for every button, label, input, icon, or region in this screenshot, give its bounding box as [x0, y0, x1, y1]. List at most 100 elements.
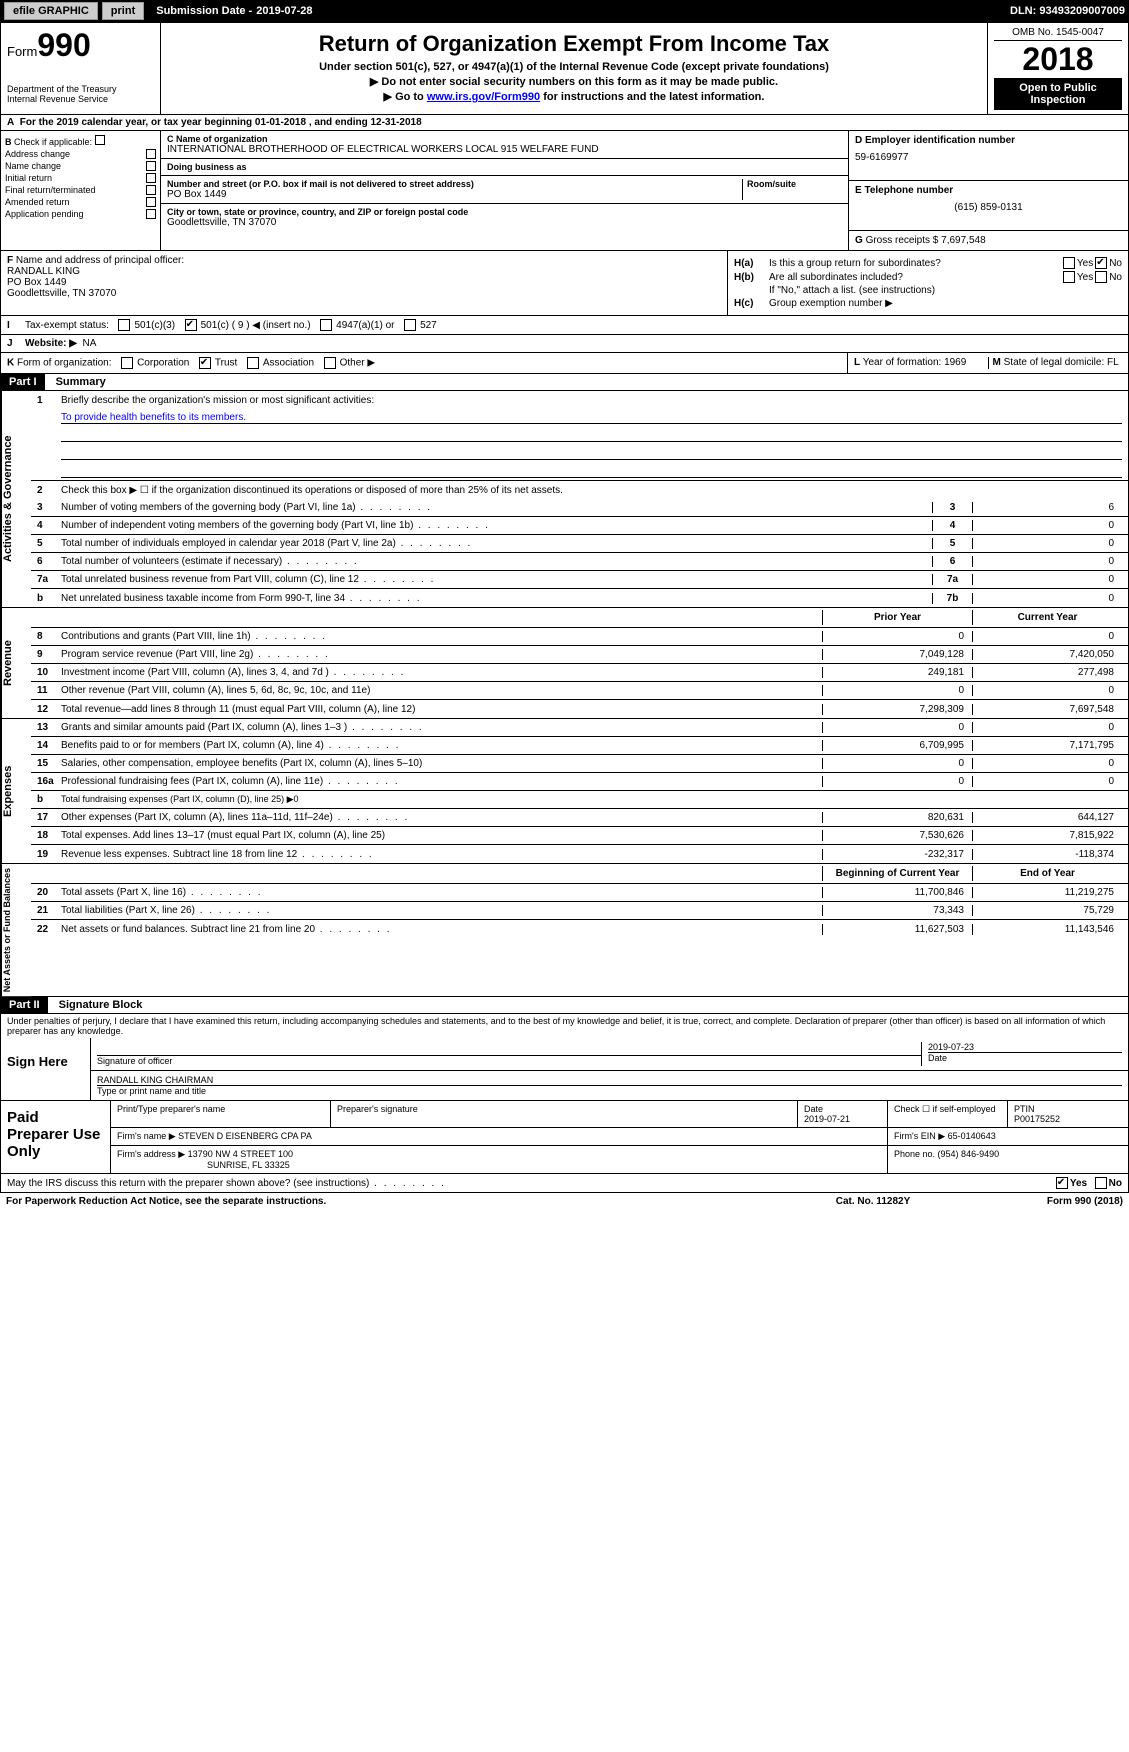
form-subtitle: Under section 501(c), 527, or 4947(a)(1)… [167, 61, 981, 73]
line-22-end: 11,143,546 [972, 924, 1122, 935]
ha-yes-checkbox[interactable] [1063, 257, 1075, 269]
firm-phone: (954) 846-9490 [938, 1149, 1000, 1159]
line-12-current: 7,697,548 [972, 704, 1122, 715]
mission-statement: To provide health benefits to its member… [61, 412, 1122, 424]
hb-no-checkbox[interactable] [1095, 271, 1107, 283]
check-address-change[interactable]: Address change [5, 149, 156, 159]
form-note-1: ▶ Do not enter social security numbers o… [167, 75, 981, 88]
line-10-prior: 249,181 [822, 667, 972, 678]
hb-yes-checkbox[interactable] [1063, 271, 1075, 283]
line-12-prior: 7,298,309 [822, 704, 972, 715]
city-state-zip: Goodlettsville, TN 37070 [167, 217, 842, 228]
501c3-checkbox[interactable] [118, 319, 130, 331]
discuss-yes-checkbox[interactable] [1056, 1177, 1068, 1189]
activities-governance-section: Activities & Governance 1 Briefly descri… [0, 391, 1129, 608]
line-22-text: Net assets or fund balances. Subtract li… [61, 924, 822, 935]
firm-addr2: SUNRISE, FL 33325 [207, 1160, 290, 1170]
gross-receipts-value: 7,697,548 [941, 235, 986, 246]
line-9-prior: 7,049,128 [822, 649, 972, 660]
footer-line: For Paperwork Reduction Act Notice, see … [0, 1193, 1129, 1210]
line-7a-value: 0 [972, 574, 1122, 585]
firm-ein: 65-0140643 [948, 1131, 996, 1141]
line-14-text: Benefits paid to or for members (Part IX… [61, 740, 822, 751]
line-10-text: Investment income (Part VIII, column (A)… [61, 667, 822, 678]
line-3-text: Number of voting members of the governin… [61, 502, 932, 513]
dln: DLN: 93493209007009 [1010, 5, 1125, 17]
paid-preparer-label: Paid Preparer Use Only [1, 1101, 111, 1173]
line-22-begin: 11,627,503 [822, 924, 972, 935]
line-11-prior: 0 [822, 685, 972, 696]
check-amended-return[interactable]: Amended return [5, 197, 156, 207]
discuss-text: May the IRS discuss this return with the… [7, 1178, 1054, 1189]
line-9-text: Program service revenue (Part VIII, line… [61, 649, 822, 660]
check-final-return[interactable]: Final return/terminated [5, 185, 156, 195]
officer-label: Name and address of principal officer: [16, 255, 184, 266]
org-name: INTERNATIONAL BROTHERHOOD OF ELECTRICAL … [167, 144, 842, 155]
ptin-label: PTIN [1014, 1104, 1122, 1114]
form-header: Form990 Department of the Treasury Inter… [0, 22, 1129, 115]
line-18-prior: 7,530,626 [822, 830, 972, 841]
officer-name: RANDALL KING [7, 266, 80, 277]
4947-checkbox[interactable] [320, 319, 332, 331]
part-1-header: Part I Summary [0, 374, 1129, 391]
line-15-current: 0 [972, 758, 1122, 769]
col-c-org-info: C Name of organization INTERNATIONAL BRO… [161, 131, 848, 250]
row-f-h: F Name and address of principal officer:… [0, 251, 1129, 316]
date-label: Date [928, 1053, 1122, 1063]
firm-ein-label: Firm's EIN ▶ [894, 1131, 945, 1141]
trust-checkbox[interactable] [199, 357, 211, 369]
discuss-row: May the IRS discuss this return with the… [0, 1174, 1129, 1193]
line-21-end: 75,729 [972, 905, 1122, 916]
501c-checkbox[interactable] [185, 319, 197, 331]
discuss-no-checkbox[interactable] [1095, 1177, 1107, 1189]
line-1-text: Briefly describe the organization's miss… [61, 395, 1122, 406]
line-14-current: 7,171,795 [972, 740, 1122, 751]
gross-receipts-label: Gross receipts $ [866, 235, 942, 246]
527-checkbox[interactable] [404, 319, 416, 331]
activities-governance-tab: Activities & Governance [1, 391, 31, 607]
efile-bar: efile GRAPHIC print Submission Date - 20… [0, 0, 1129, 22]
check-name-change[interactable]: Name change [5, 161, 156, 171]
org-name-label: C Name of organization [167, 134, 842, 144]
tax-year: 2018 [994, 41, 1122, 78]
print-button[interactable]: print [102, 2, 144, 20]
corp-checkbox[interactable] [121, 357, 133, 369]
line-10-current: 277,498 [972, 667, 1122, 678]
check-application-pending[interactable]: Application pending [5, 209, 156, 219]
line-19-prior: -232,317 [822, 849, 972, 860]
line-7a-text: Total unrelated business revenue from Pa… [61, 574, 932, 585]
submission-date: 2019-07-28 [256, 5, 312, 17]
line-13-current: 0 [972, 722, 1122, 733]
section-b-through-g: B Check if applicable: Address change Na… [0, 131, 1129, 251]
firm-addr1: 13790 NW 4 STREET 100 [188, 1149, 293, 1159]
signature-of-officer-label: Signature of officer [97, 1056, 921, 1066]
website-value: NA [83, 338, 97, 349]
assoc-checkbox[interactable] [247, 357, 259, 369]
line-16a-text: Professional fundraising fees (Part IX, … [61, 776, 822, 787]
paperwork-notice: For Paperwork Reduction Act Notice, see … [6, 1196, 773, 1207]
other-checkbox[interactable] [324, 357, 336, 369]
line-20-text: Total assets (Part X, line 16) [61, 887, 822, 898]
line-17-current: 644,127 [972, 812, 1122, 823]
irs-link[interactable]: www.irs.gov/Form990 [427, 91, 540, 103]
col-d-e-g: D Employer identification number 59-6169… [848, 131, 1128, 250]
prior-current-header: Prior Year Current Year [31, 608, 1128, 628]
ha-no-checkbox[interactable] [1095, 257, 1107, 269]
self-employed-check[interactable]: Check ☐ if self-employed [888, 1101, 1008, 1127]
line-3-value: 6 [972, 502, 1122, 513]
paid-preparer-block: Paid Preparer Use Only Print/Type prepar… [0, 1101, 1129, 1174]
firm-addr-label: Firm's address ▶ [117, 1149, 185, 1159]
line-11-text: Other revenue (Part VIII, column (A), li… [61, 685, 822, 696]
line-4-text: Number of independent voting members of … [61, 520, 932, 531]
h-b-row: H(b) Are all subordinates included? Yes … [734, 271, 1122, 283]
form-label: Form990 [7, 27, 154, 64]
line-4-value: 0 [972, 520, 1122, 531]
line-14-prior: 6,709,995 [822, 740, 972, 751]
efile-graphic-button[interactable]: efile GRAPHIC [4, 2, 98, 20]
line-16a-prior: 0 [822, 776, 972, 787]
year-formation: 1969 [944, 357, 966, 368]
line-19-text: Revenue less expenses. Subtract line 18 … [61, 849, 822, 860]
check-initial-return[interactable]: Initial return [5, 173, 156, 183]
h-c-row: H(c) Group exemption number ▶ [734, 298, 1122, 309]
begin-end-header: Beginning of Current Year End of Year [31, 864, 1128, 884]
